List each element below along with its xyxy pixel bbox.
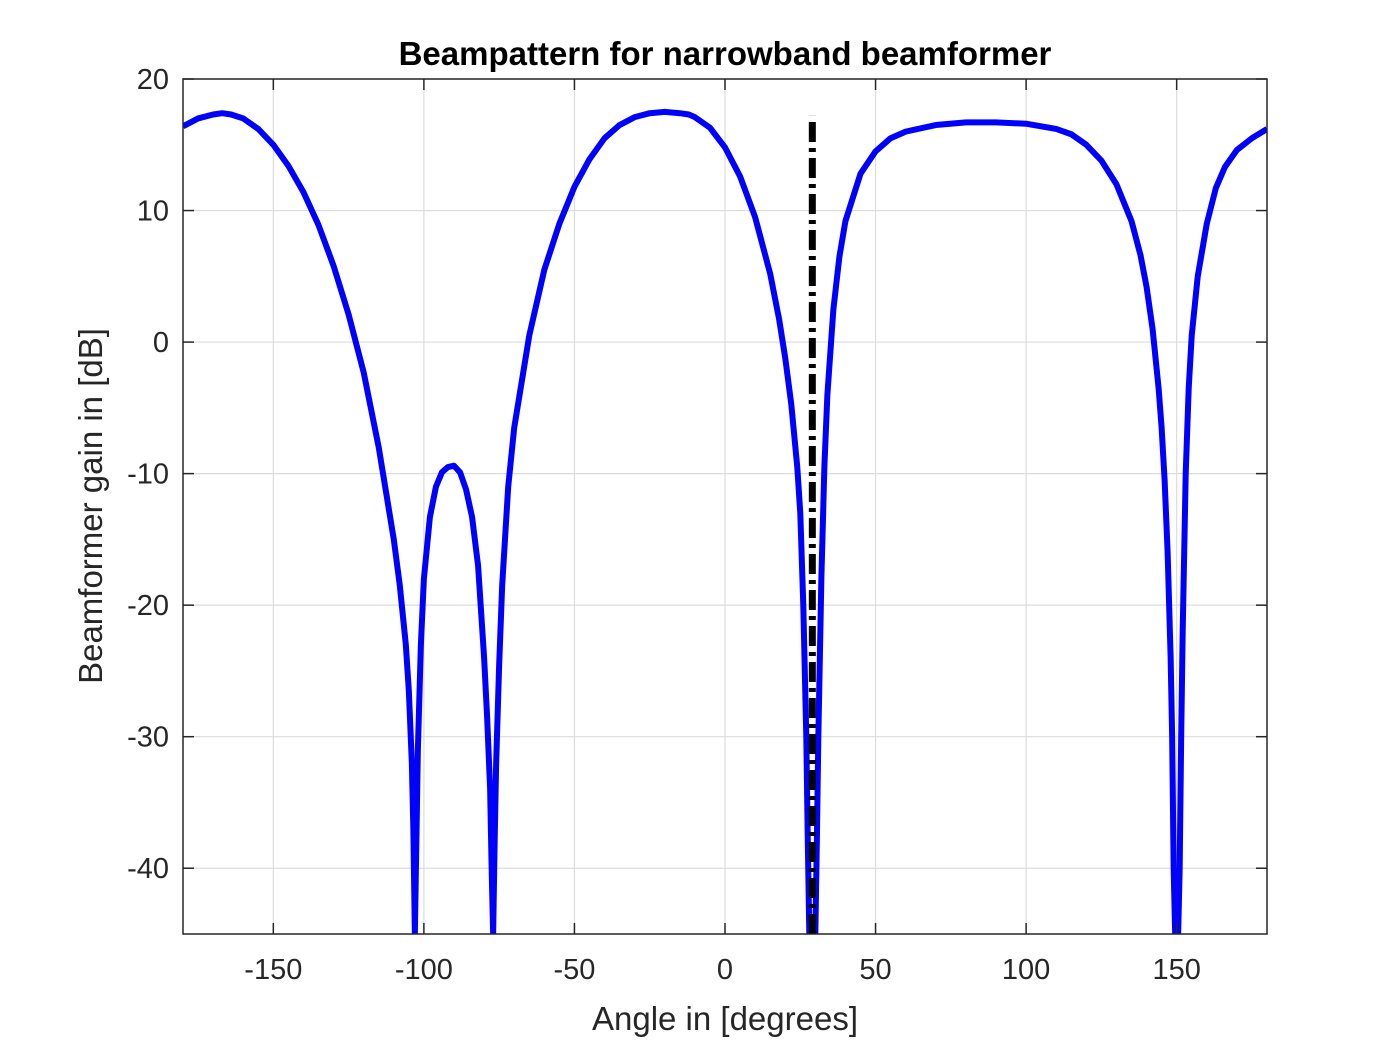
tick-marks <box>183 78 1267 934</box>
x-tick-label: -100 <box>395 954 453 986</box>
grid <box>183 78 1267 934</box>
x-tick-labels: -150 -100 -50 0 50 100 150 <box>244 954 1201 986</box>
y-tick-label: 0 <box>153 327 169 359</box>
y-tick-label: -40 <box>127 853 169 885</box>
x-tick-label: 0 <box>717 954 733 986</box>
y-tick-label: 20 <box>137 64 169 96</box>
x-axis-label: Angle in [degrees] <box>592 1000 858 1037</box>
series-layer <box>183 108 1267 934</box>
chart-title: Beampattern for narrowband beamformer <box>399 35 1052 72</box>
x-tick-label: 150 <box>1152 954 1200 986</box>
x-tick-label: -150 <box>244 954 302 986</box>
beampattern-line <box>183 108 1267 934</box>
x-tick-label: -50 <box>553 954 595 986</box>
y-tick-label: 10 <box>137 196 169 228</box>
y-axis-label: Beamformer gain in [dB] <box>72 328 109 684</box>
x-tick-label: 50 <box>859 954 891 986</box>
y-tick-label: -10 <box>127 459 169 491</box>
y-tick-labels: -40 -30 -20 -10 0 10 20 <box>127 64 169 885</box>
y-tick-label: -20 <box>127 590 169 622</box>
y-tick-label: -30 <box>127 722 169 754</box>
x-tick-label: 100 <box>1002 954 1050 986</box>
